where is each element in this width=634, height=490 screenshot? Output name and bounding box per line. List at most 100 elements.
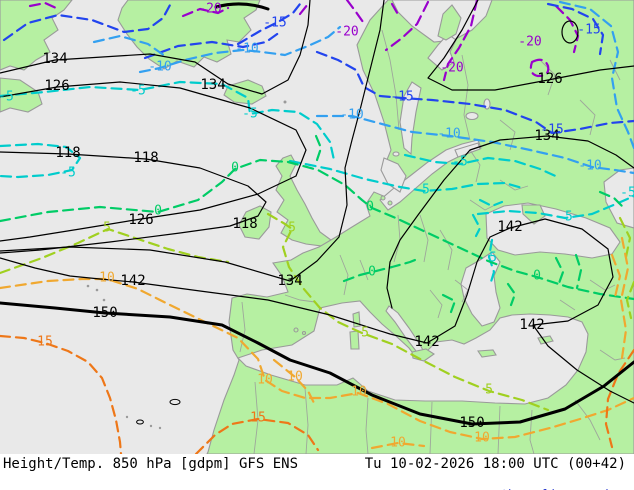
temp-contour-label: -10 — [235, 42, 258, 57]
temp-contour-0 — [598, 190, 626, 210]
temp-contour-label: -5 — [60, 166, 76, 181]
lake-vanern — [392, 151, 400, 157]
temp-contour-minus20 — [529, 58, 550, 78]
temp-contour-minus5 — [487, 238, 496, 287]
temp-contour-label: -20 — [440, 61, 463, 76]
temp-contour-label: -10 — [340, 108, 363, 123]
island-azores-3 — [102, 298, 106, 302]
height-contour-label: 126 — [537, 71, 562, 87]
temp-contour-label: -15 — [577, 23, 600, 38]
temp-contour-label: 0 — [231, 161, 239, 176]
height-contour-150-thick — [0, 301, 634, 426]
temp-contour-minus20 — [298, 2, 310, 16]
temp-contour-minus15 — [143, 30, 282, 60]
temp-contour-label: -20 — [198, 2, 221, 17]
island-azores-1 — [86, 284, 90, 288]
island-danish-1 — [380, 195, 386, 201]
height-contour-label: 142 — [497, 219, 522, 235]
temp-contour-0 — [574, 253, 583, 290]
temp-contour-label: -15 — [390, 90, 413, 105]
height-contour-thick-top — [214, 2, 270, 11]
temp-contour-label: 10 — [257, 373, 273, 388]
height-contour-label: 118 — [55, 145, 80, 161]
temp-contour-label: 5 — [361, 326, 369, 341]
island-madeira — [169, 398, 181, 406]
island-sardinia — [349, 330, 360, 350]
temp-contour-minus10 — [92, 34, 167, 58]
temp-contour-10 — [370, 441, 426, 450]
temp-contour-minus5 — [471, 213, 482, 238]
temp-contour-0 — [506, 282, 517, 307]
temp-contour-minus5 — [288, 159, 524, 193]
sea-skagerrak — [380, 157, 407, 193]
height-contour-134-mid — [0, 0, 385, 282]
temp-contour-minus20 — [28, 1, 58, 10]
temp-contour-minus10 — [138, 25, 342, 74]
temp-contour-label: 0 — [368, 265, 376, 280]
temp-contour-minus20 — [554, 4, 580, 54]
island-canary-3 — [149, 424, 153, 428]
height-contour-label: 126 — [128, 212, 153, 228]
height-contour-label: 134 — [277, 273, 302, 289]
height-contour-118-trough — [0, 151, 267, 254]
temp-contour-label: 5 — [288, 221, 296, 236]
temp-contour-5 — [618, 216, 632, 259]
footer-bar: Height/Temp. 850 hPa [gdpm] GFS ENS Tu 1… — [0, 454, 634, 490]
height-contour-134-e — [386, 135, 634, 309]
island-balearic-2 — [301, 330, 307, 336]
temp-contour-15 — [604, 348, 634, 449]
temp-contour-label: -5 — [0, 90, 14, 105]
temp-contour-layer — [0, 0, 634, 454]
temp-contour-label: -10 — [437, 127, 460, 142]
copyright-link[interactable]: ©weatheronline.co.uk — [474, 487, 612, 490]
temp-contour-0 — [314, 134, 323, 162]
island-faroe — [283, 100, 287, 104]
height-contour-label: 142 — [414, 334, 439, 350]
temp-contour-label: -10 — [148, 60, 171, 75]
temp-contour-label: 15 — [37, 335, 53, 350]
temp-contour-10 — [272, 358, 317, 407]
temp-contour-label: 10 — [351, 385, 367, 400]
temp-contour-0 — [0, 158, 634, 301]
temp-contour-0 — [441, 293, 457, 314]
height-contour-142 — [0, 218, 634, 404]
landmass-ireland — [238, 205, 272, 240]
island-canary-1 — [136, 419, 144, 425]
temp-contour-10 — [619, 236, 630, 360]
island-crete — [477, 349, 497, 358]
temp-contour-label: 10 — [287, 370, 303, 385]
temp-contour-label: 5 — [103, 221, 111, 236]
temp-contour-minus5 — [0, 142, 82, 179]
height-contour-134-nw — [0, 0, 311, 95]
sea-mediterranean — [236, 300, 589, 405]
temp-contour-label: -5 — [130, 84, 146, 99]
height-contour-126-trough — [0, 81, 307, 242]
height-contour-closed-oval — [561, 20, 579, 44]
temp-contour-minus15 — [2, 3, 172, 42]
temp-contour-label: -5 — [557, 210, 573, 225]
temp-contour-label: -5 — [414, 183, 430, 198]
temp-contour-0 — [342, 256, 422, 283]
temp-contour-minus15 — [315, 50, 634, 135]
landmass-canada — [0, 0, 73, 71]
temp-contour-minus15 — [546, 2, 605, 56]
height-contour-label: 142 — [519, 317, 544, 333]
temp-contour-5 — [266, 212, 550, 412]
temp-contour-label: 0 — [366, 200, 374, 215]
temp-contour-5 — [625, 280, 634, 320]
temp-contour-label: 5 — [489, 251, 497, 266]
temp-contour-10 — [0, 277, 634, 441]
height-contour-layer — [0, 0, 634, 426]
height-contour-label: 150 — [459, 415, 484, 431]
height-contour-label: 118 — [232, 216, 257, 232]
height-contour-label: 134 — [534, 128, 559, 144]
temp-contour-label: -20 — [518, 35, 541, 50]
island-canary-4 — [158, 426, 162, 430]
island-balearic-1 — [293, 327, 299, 333]
temp-contour-15 — [0, 334, 123, 454]
temp-contour-label: 5 — [485, 383, 493, 398]
temp-contour-minus5 — [478, 198, 504, 208]
height-contour-label: 142 — [120, 273, 145, 289]
